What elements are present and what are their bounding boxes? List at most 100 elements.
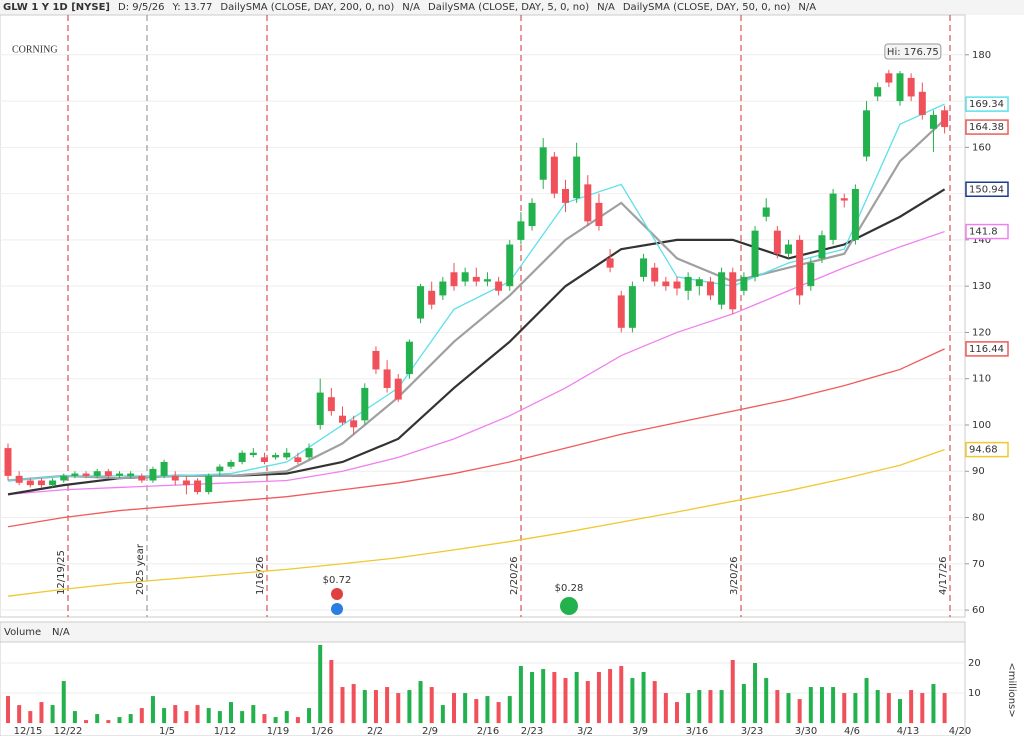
candle-body: [71, 473, 79, 476]
candle-body: [26, 480, 34, 486]
volume-bar: [552, 672, 557, 724]
header-bar: [0, 0, 1024, 15]
volume-bar: [485, 696, 490, 724]
volume-bar: [842, 693, 847, 724]
volume-bar: [173, 705, 178, 724]
volume-bar: [362, 690, 367, 724]
x-tick-label: 3/23: [741, 726, 763, 736]
candle-body: [729, 272, 737, 310]
marker-label: 3/20/26: [729, 556, 740, 595]
x-tick-label: 12/15: [14, 726, 43, 736]
volume-bar: [184, 711, 189, 724]
header-item: Y: 13.77: [171, 2, 212, 13]
candle-body: [751, 230, 759, 277]
x-tick-label: 2/2: [367, 726, 383, 736]
candle-body: [807, 263, 815, 287]
volume-bar: [808, 687, 813, 724]
candle-body: [350, 420, 358, 428]
volume-bar: [440, 705, 445, 724]
high-label-box: [884, 43, 942, 60]
candle-body: [907, 77, 915, 97]
candle-body: [361, 387, 369, 421]
volume-unit: <millions>: [1006, 662, 1017, 717]
header-item: N/A: [402, 2, 420, 13]
candle-body: [673, 281, 681, 289]
candle-body: [662, 281, 670, 287]
candle-body: [316, 392, 324, 425]
volume-pane: [0, 641, 966, 736]
candle-body: [773, 230, 781, 254]
marker-label: 2/20/26: [509, 556, 520, 595]
candle-body: [260, 457, 268, 462]
dividend-label: $0.28: [555, 583, 584, 594]
candle-body: [49, 480, 57, 486]
candle-body: [528, 202, 536, 227]
volume-bar: [61, 681, 66, 724]
volume-bar: [596, 672, 601, 724]
price-label-box: [965, 341, 1009, 357]
volume-bar: [295, 717, 300, 724]
volume-bar: [307, 708, 312, 724]
volume-bar: [931, 684, 936, 724]
header-item: N/A: [798, 2, 816, 13]
header-item: GLW 1 Y 1D [NYSE]: [3, 2, 110, 13]
candle-body: [874, 87, 882, 97]
dividend-icon: [331, 588, 343, 600]
x-tick-label: 1/26: [311, 726, 333, 736]
volume-bar: [496, 702, 501, 724]
candle-body: [628, 286, 636, 328]
watermark: CORNING: [12, 44, 58, 55]
x-tick-label: 2/23: [521, 726, 543, 736]
candle-body: [15, 475, 23, 483]
volume-bar: [452, 693, 456, 724]
high-label: Hi: 176.75: [887, 47, 939, 58]
x-tick-label: 12/22: [54, 726, 83, 736]
volume-bar: [150, 696, 155, 724]
volume-bar: [585, 681, 590, 724]
volume-bar: [764, 678, 769, 724]
volume-bar: [507, 696, 512, 724]
y-tick-label: 160: [972, 142, 991, 153]
volume-bar: [273, 717, 278, 724]
price-label-box: [965, 96, 1009, 112]
candle-body: [116, 473, 123, 476]
y-tick-label: 100: [972, 420, 991, 431]
price-label: 169.34: [969, 99, 1004, 110]
candle-body: [539, 147, 547, 180]
candle-body: [327, 397, 335, 412]
candle-body: [417, 286, 425, 319]
header-item: N/A: [597, 2, 615, 13]
candle-body: [283, 452, 291, 458]
candle-body: [695, 279, 703, 287]
x-tick-label: 1/5: [159, 726, 175, 736]
candle-body: [461, 272, 469, 282]
y-tick-label: 130: [972, 281, 991, 292]
price-pane: [0, 14, 966, 618]
candle-body: [160, 461, 168, 476]
candle-body: [182, 480, 190, 486]
volume-bar: [898, 699, 902, 724]
candle-body: [818, 235, 826, 259]
candle-body: [651, 267, 659, 282]
y-tick-label: 180: [972, 50, 991, 61]
candle-body: [495, 281, 503, 291]
candle-body: [194, 480, 202, 493]
volume-bar: [886, 693, 891, 724]
y-tick-label: 90: [972, 466, 985, 477]
candle-body: [372, 350, 380, 370]
volume-bar: [730, 660, 735, 724]
candle-body: [929, 114, 937, 129]
volume-bar: [541, 669, 546, 724]
price-label: 150.94: [969, 184, 1004, 195]
volume-bar: [50, 705, 55, 724]
volume-bar: [284, 711, 289, 724]
candle-body: [573, 156, 581, 199]
candle-body: [796, 239, 804, 296]
volume-bar: [474, 699, 479, 724]
volume-bar: [741, 684, 746, 724]
volume-bar: [206, 708, 211, 724]
volume-bar: [72, 711, 77, 724]
candle-body: [740, 276, 748, 291]
candle-body: [562, 188, 569, 203]
candle-body: [517, 221, 525, 240]
